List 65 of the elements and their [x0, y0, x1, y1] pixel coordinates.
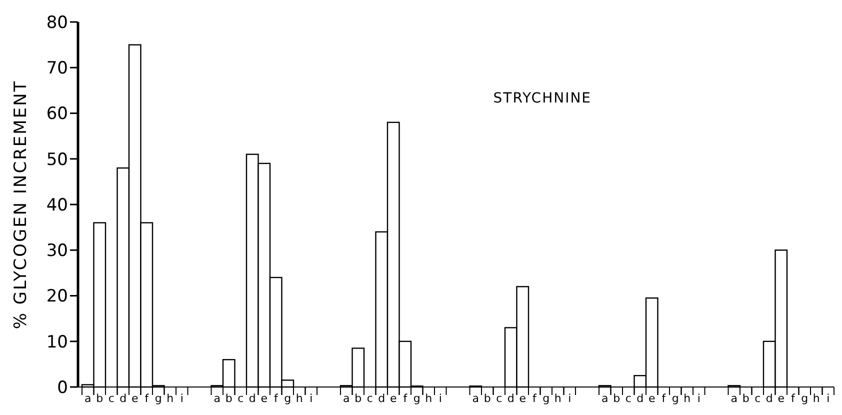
x-tick-label: h	[554, 392, 562, 405]
y-tick-label: 20	[46, 286, 68, 307]
x-tick-label: d	[766, 392, 773, 405]
x-tick-label: g	[542, 392, 550, 405]
x-tick-label: a	[214, 392, 220, 405]
x-tick-label: i	[438, 392, 442, 405]
x-tick-label: a	[730, 392, 738, 405]
x-tick-label: h	[166, 392, 174, 405]
x-tick-label: i	[826, 392, 830, 405]
x-tick-label: c	[108, 392, 114, 405]
x-tick-label: d	[248, 392, 256, 405]
x-tick-label: d	[636, 392, 644, 405]
x-tick-label: i	[310, 392, 313, 405]
x-tick-label: a	[343, 392, 350, 405]
x-tick-label: b	[742, 392, 750, 405]
x-tick-label: d	[378, 392, 386, 405]
x-tick-label: a	[602, 392, 608, 405]
x-tick-label: e	[648, 392, 656, 405]
y-tick-label: 0	[57, 378, 68, 398]
x-tick-label: f	[662, 392, 667, 405]
x-tick-label: c	[238, 392, 244, 405]
x-tick-label: i	[697, 392, 700, 405]
x-tick-label: f	[144, 392, 150, 405]
x-tick-label: f	[274, 392, 279, 405]
x-tick-label: f	[532, 392, 538, 405]
x-tick-label: h	[425, 392, 432, 405]
x-tick-label: e	[778, 392, 785, 405]
x-tick-label: g	[801, 392, 808, 405]
x-tick-label: g	[284, 392, 292, 405]
x-tick-label: a	[84, 392, 92, 405]
x-tick-label: g	[672, 392, 679, 405]
y-axis-title: % GLYCOGEN INCREMENT	[10, 80, 31, 330]
x-tick-label: a	[472, 392, 479, 405]
x-tick-label: h	[296, 392, 303, 405]
y-tick-label: 80	[46, 12, 68, 33]
x-tick-label: f	[403, 392, 408, 405]
y-tick-label: 10	[46, 332, 68, 352]
y-tick-label: 30	[46, 241, 68, 262]
x-tick-label: b	[484, 392, 491, 405]
x-tick-label: b	[354, 392, 362, 405]
x-tick-label: g	[413, 392, 420, 405]
y-tick-label: 70	[46, 58, 68, 79]
x-tick-label: g	[154, 392, 162, 405]
annotation: STRYCHNINE	[493, 90, 592, 106]
x-tick-label: e	[131, 392, 138, 405]
x-tick-label: c	[754, 392, 761, 405]
x-tick-label: f	[790, 392, 796, 405]
y-tick-label: 40	[46, 195, 68, 216]
x-tick-label: c	[366, 392, 373, 405]
x-tick-label: e	[390, 392, 397, 405]
x-tick-label: e	[519, 392, 526, 405]
x-tick-label: b	[613, 392, 620, 405]
x-tick-label: h	[684, 392, 691, 405]
x-tick-label: h	[812, 392, 820, 405]
y-tick-label: 50	[46, 150, 68, 170]
x-tick-label: c	[496, 392, 502, 405]
y-tick-label: 60	[46, 104, 68, 124]
x-tick-label: b	[225, 392, 232, 405]
x-tick-label: d	[120, 392, 127, 405]
x-tick-label: c	[625, 392, 632, 405]
x-tick-label: i	[568, 392, 572, 405]
x-tick-label: b	[96, 392, 104, 405]
x-tick-label: d	[507, 392, 514, 405]
x-tick-label: e	[260, 392, 268, 405]
x-tick-label: i	[180, 392, 184, 405]
